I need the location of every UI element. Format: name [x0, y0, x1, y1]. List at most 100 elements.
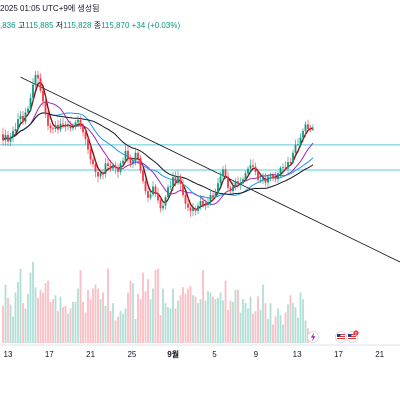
candle-body	[177, 176, 179, 184]
volume-bar	[47, 280, 49, 343]
volume-bar	[92, 288, 94, 343]
candle-body	[107, 163, 109, 166]
candle-body	[47, 114, 49, 126]
candle	[172, 171, 174, 192]
candle-body	[307, 124, 309, 129]
candle-body	[9, 136, 12, 142]
candle	[282, 163, 284, 174]
candle-body	[244, 173, 247, 180]
candle-body	[102, 173, 104, 175]
candle	[99, 170, 102, 180]
volume-bar	[179, 295, 182, 343]
candle-body	[54, 125, 57, 129]
candle	[297, 138, 299, 147]
candle-body	[209, 195, 212, 203]
candle	[137, 149, 139, 165]
x-tick-label: 13	[293, 350, 302, 359]
candle-body	[74, 122, 77, 128]
candle-body	[267, 176, 269, 183]
volume-bar	[249, 296, 252, 343]
candle	[89, 144, 92, 165]
candle-body	[142, 170, 144, 182]
candle-body	[152, 186, 154, 195]
candle	[302, 128, 304, 143]
candle-body	[69, 125, 72, 129]
volume-bar	[227, 309, 229, 343]
candle	[294, 139, 297, 156]
candle-body	[294, 144, 297, 153]
candle-body	[129, 158, 132, 164]
candle	[267, 174, 269, 188]
volume-bar	[147, 279, 149, 343]
candle	[252, 159, 254, 168]
candle	[264, 173, 267, 187]
candle	[107, 158, 109, 172]
candle-body	[197, 205, 199, 211]
candle	[104, 158, 107, 178]
candle-body	[239, 183, 242, 184]
candle-body	[179, 176, 182, 184]
candle-body	[304, 124, 307, 131]
volume-bar	[107, 268, 109, 343]
volume-bar	[214, 299, 217, 343]
candle-body	[147, 191, 149, 198]
candle-body	[299, 137, 302, 145]
candle	[202, 195, 204, 208]
x-tick-label: 17	[334, 350, 343, 359]
volume-bar	[19, 268, 22, 343]
candle-body	[29, 97, 32, 109]
volume-bar	[29, 272, 32, 343]
x-tick-label: 9	[254, 350, 259, 359]
volume-bar	[14, 292, 17, 343]
candle-body	[259, 179, 262, 181]
volume-bar	[109, 311, 112, 343]
close-label: 종	[93, 21, 102, 30]
volume-bar	[94, 284, 97, 343]
candle-body	[144, 181, 147, 192]
candle	[272, 172, 274, 182]
us-flag-icon[interactable]	[335, 331, 347, 343]
candle	[194, 206, 197, 216]
volume-bar	[117, 316, 119, 343]
candle-body	[44, 101, 47, 115]
volume-bar	[294, 307, 297, 343]
volume-bar	[17, 281, 19, 343]
candle-body	[184, 195, 187, 204]
candle-body	[262, 177, 264, 180]
x-tick-label: 21	[86, 350, 95, 359]
us-flag-icon[interactable]: 2	[346, 330, 359, 343]
candle	[124, 144, 127, 164]
candle-body	[172, 177, 174, 186]
candle	[57, 119, 59, 134]
candle-body	[297, 144, 299, 145]
candle	[259, 174, 262, 184]
candle-body	[224, 169, 227, 177]
candle	[187, 198, 189, 211]
candle	[122, 157, 124, 165]
flag-count: 2	[355, 331, 358, 336]
volume-bar	[49, 301, 52, 343]
volume-bar	[27, 293, 29, 343]
candle-body	[89, 149, 92, 160]
lightning-icon[interactable]	[307, 331, 319, 343]
candle	[207, 197, 209, 209]
volume-bar	[82, 301, 84, 343]
volume-bar	[59, 296, 62, 343]
high-label: 고	[17, 21, 26, 30]
candle-body	[117, 167, 119, 172]
candle-body	[67, 125, 69, 127]
candle-body	[59, 123, 62, 130]
volume-bar	[174, 308, 177, 343]
candle-body	[14, 129, 17, 131]
volume-bar	[299, 292, 302, 343]
volume-bar	[259, 309, 262, 343]
candle	[237, 176, 239, 188]
volume-bar	[32, 262, 34, 343]
candle-body	[162, 205, 164, 209]
candle-body	[219, 176, 222, 184]
candle	[84, 127, 87, 145]
candle-body	[212, 195, 214, 198]
candle-body	[269, 174, 272, 177]
volume-bar	[129, 280, 132, 343]
